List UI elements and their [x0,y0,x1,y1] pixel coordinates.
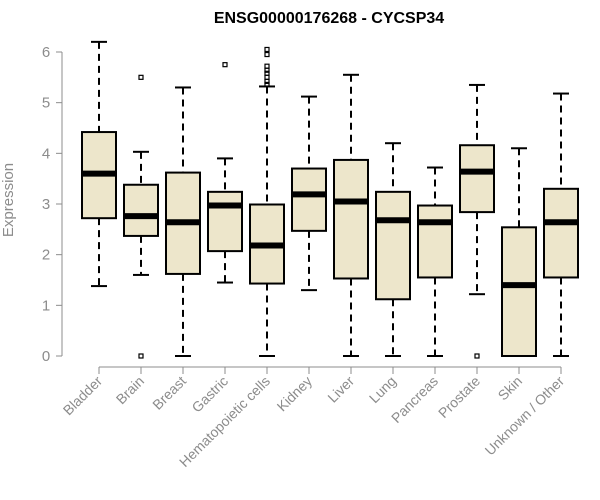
x-tick-label: Breast [149,373,189,413]
outlier-point [264,46,270,53]
x-tick-label: Kidney [274,373,316,415]
iqr-box [333,158,369,280]
box-group [333,73,369,357]
box-group [123,74,159,359]
x-tick-label: Prostate [435,373,483,421]
outlier-point [222,62,228,68]
x-tick-label: Skin [495,373,526,404]
outlier-point [264,81,270,88]
boxes [81,40,579,359]
iqr-box [291,167,327,232]
box-group [249,46,285,357]
iqr-box [459,144,495,214]
x-tick-label: Unknown / Other [482,373,568,459]
box-group [291,95,327,292]
iqr-box [543,187,579,279]
outlier-point [264,67,270,73]
outlier-point [138,74,144,80]
y-tick-label: 1 [42,297,50,314]
outlier-point [264,63,270,69]
box-group [501,147,537,357]
box-group [459,83,495,359]
box-group [375,142,411,357]
y-tick-label: 5 [42,95,50,112]
x-tick-label: Pancreas [388,373,441,426]
y-tick-label: 6 [42,44,50,61]
outlier-point [264,51,270,58]
outlier-point [474,353,480,359]
iqr-box [501,226,537,357]
chart-title: ENSG00000176268 - CYCSP34 [214,10,444,27]
iqr-box [207,190,243,253]
y-axis: 0 1 2 3 4 5 6 [42,44,63,365]
x-tick-label: Bladder [60,373,106,419]
y-axis-label: Expression [0,163,17,237]
x-tick-label: Brain [113,373,147,407]
box-group [417,166,453,357]
y-tick-label: 4 [42,145,50,162]
box-group [543,92,579,357]
x-tick-label: Lung [366,373,399,406]
iqr-box [123,183,159,237]
box-group [81,40,117,288]
outlier-point [264,74,270,80]
iqr-box [375,190,411,301]
outlier-point [264,78,270,84]
box-group [165,86,201,357]
iqr-box [417,204,453,279]
y-tick-label: 2 [42,247,50,264]
x-tick-label: Liver [324,373,357,406]
box-group [207,62,243,284]
outlier-point [138,353,144,359]
outlier-point [264,70,270,76]
y-tick-label: 3 [42,196,50,213]
y-tick-label: 0 [42,348,50,365]
